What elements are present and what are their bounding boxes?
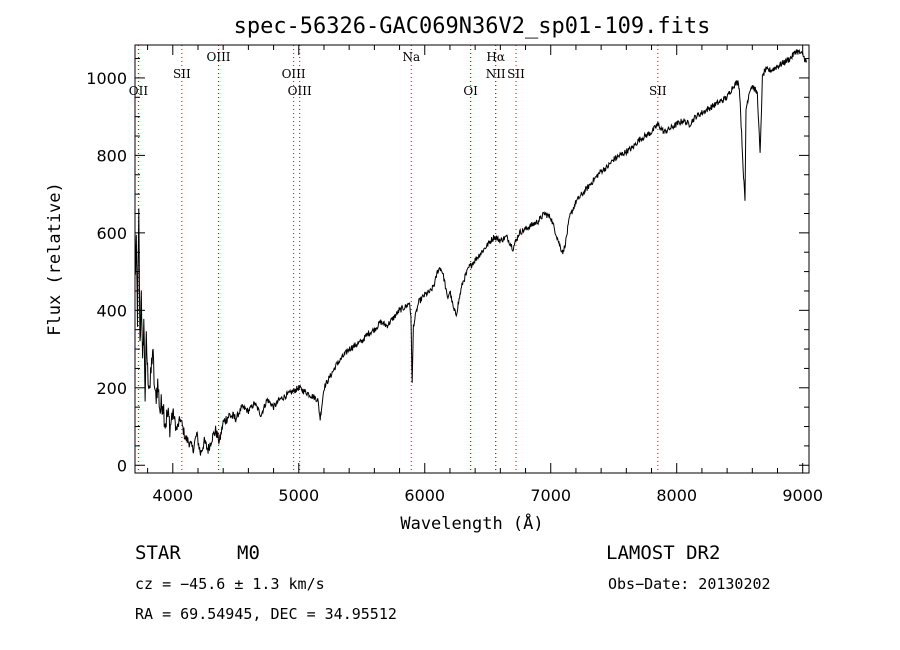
spectrum-line — [134, 48, 807, 456]
marker-label-8: NII — [486, 67, 506, 81]
marker-label-5: Na — [402, 50, 420, 64]
y-axis-label: Flux (relative) — [45, 182, 65, 336]
marker-label-0: OII — [129, 84, 149, 98]
x-tick-label-5: 9000 — [782, 486, 823, 505]
axes: 4000 5000 6000 7000 8000 9000 0 200 400 600 800 100… — [86, 45, 823, 505]
marker-label-4: OIII — [288, 84, 312, 98]
y-tick-label-0: 0 — [117, 456, 127, 475]
marker-label-2: OIII — [206, 50, 230, 64]
x-tick-label-0: 4000 — [152, 486, 193, 505]
observation-date: Obs−Date: 20130202 — [608, 575, 771, 593]
y-tick-label-2: 400 — [96, 301, 127, 320]
marker-label-1: SII — [173, 67, 191, 81]
coordinates: RA = 69.54945, DEC = 34.95512 — [135, 605, 397, 623]
object-subclass: M0 — [237, 542, 260, 564]
y-tick-label-3: 600 — [96, 224, 127, 243]
marker-label-10: SII — [649, 84, 667, 98]
object-class: STAR — [135, 542, 181, 564]
marker-label-6: OI — [463, 84, 478, 98]
marker-label-9: SII — [507, 67, 525, 81]
y-tick-label-1: 200 — [96, 379, 127, 398]
survey-name: LAMOST DR2 — [606, 542, 720, 564]
x-tick-label-1: 5000 — [278, 486, 319, 505]
spectrum-data — [134, 48, 807, 456]
x-tick-label-3: 7000 — [530, 486, 571, 505]
redshift-velocity: cz = −45.6 ± 1.3 km/s — [135, 575, 325, 593]
x-tick-label-2: 6000 — [404, 486, 445, 505]
marker-label-3: OIII — [282, 67, 306, 81]
plot-frame — [134, 44, 810, 474]
y-tick-label-4: 800 — [96, 146, 127, 165]
y-tick-label-5: 1000 — [86, 69, 127, 88]
x-tick-label-4: 8000 — [656, 486, 697, 505]
x-axis-label: Wavelength (Å) — [400, 512, 543, 534]
chart-title: spec-56326-GAC069N36V2_sp01-109.fits — [234, 14, 711, 39]
